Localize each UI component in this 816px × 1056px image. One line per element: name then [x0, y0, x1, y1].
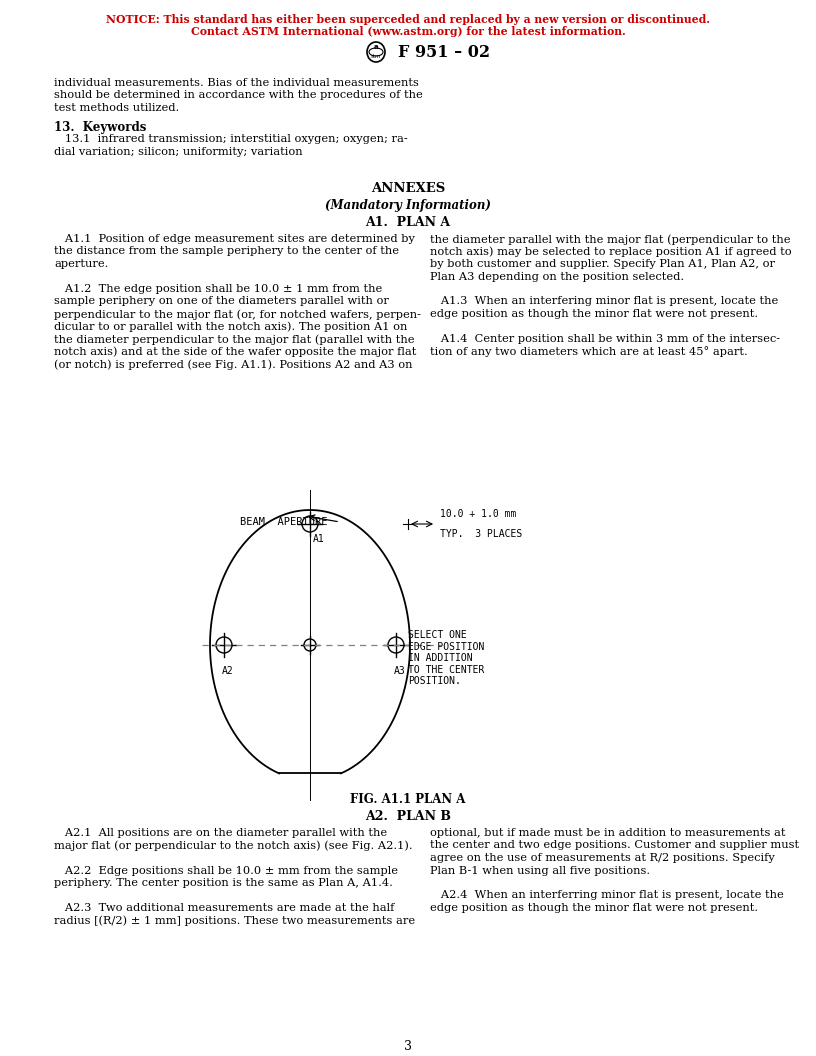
Text: major flat (or perpendicular to the notch axis) (see Fig. A2.1).: major flat (or perpendicular to the notc… [54, 841, 413, 851]
Text: edge position as though the minor flat were not present.: edge position as though the minor flat w… [430, 903, 758, 913]
Text: A2: A2 [222, 666, 233, 676]
Text: ANNEXES: ANNEXES [371, 182, 445, 195]
Text: F 951 – 02: F 951 – 02 [398, 44, 490, 61]
Text: A2.  PLAN B: A2. PLAN B [365, 810, 451, 823]
Text: NOTICE: This standard has either been superceded and replaced by a new version o: NOTICE: This standard has either been su… [106, 14, 710, 25]
Text: tion of any two diameters which are at least 45° apart.: tion of any two diameters which are at l… [430, 346, 747, 357]
Text: 13.1  infrared transmission; interstitial oxygen; oxygen; ra-: 13.1 infrared transmission; interstitial… [54, 134, 408, 145]
Text: A2.3  Two additional measurements are made at the half: A2.3 Two additional measurements are mad… [54, 903, 394, 913]
Text: aperture.: aperture. [54, 259, 109, 269]
Text: periphery. The center position is the same as Plan A, A1.4.: periphery. The center position is the sa… [54, 878, 392, 888]
Text: individual measurements. Bias of the individual measurements: individual measurements. Bias of the ind… [54, 78, 419, 88]
Text: optional, but if made must be in addition to measurements at: optional, but if made must be in additio… [430, 828, 786, 838]
Text: agree on the use of measurements at R/2 positions. Specify: agree on the use of measurements at R/2 … [430, 853, 774, 863]
Text: SELECT ONE
EDGE POSITION
IN ADDITION
TO THE CENTER
POSITION.: SELECT ONE EDGE POSITION IN ADDITION TO … [408, 630, 485, 686]
Text: dial variation; silicon; uniformity; variation: dial variation; silicon; uniformity; var… [54, 147, 303, 157]
Text: Plan B-1 when using all five positions.: Plan B-1 when using all five positions. [430, 866, 650, 875]
Text: stm: stm [370, 55, 381, 59]
Text: TYP.  3 PLACES: TYP. 3 PLACES [440, 529, 522, 539]
Text: a: a [374, 44, 379, 50]
Text: A2.1  All positions are on the diameter parallel with the: A2.1 All positions are on the diameter p… [54, 828, 387, 838]
Text: dicular to or parallel with the notch axis). The position A1 on: dicular to or parallel with the notch ax… [54, 321, 407, 332]
Text: (or notch) is preferred (see Fig. A1.1). Positions A2 and A3 on: (or notch) is preferred (see Fig. A1.1).… [54, 359, 413, 370]
Text: A1.  PLAN A: A1. PLAN A [366, 216, 450, 229]
Text: A1.1  Position of edge measurement sites are determined by: A1.1 Position of edge measurement sites … [54, 234, 415, 244]
Text: A2.4  When an interferring minor flat is present, locate the: A2.4 When an interferring minor flat is … [430, 890, 783, 901]
Text: by both customer and supplier. Specify Plan A1, Plan A2, or: by both customer and supplier. Specify P… [430, 259, 775, 269]
Text: 3: 3 [404, 1040, 412, 1053]
Text: Contact ASTM International (www.astm.org) for the latest information.: Contact ASTM International (www.astm.org… [191, 26, 625, 37]
Text: edge position as though the minor flat were not present.: edge position as though the minor flat w… [430, 309, 758, 319]
Text: FIG. A1.1 PLAN A: FIG. A1.1 PLAN A [350, 793, 466, 806]
Text: BEAM  APERTURE: BEAM APERTURE [240, 517, 327, 527]
Text: Plan A3 depending on the position selected.: Plan A3 depending on the position select… [430, 271, 684, 282]
Text: A1: A1 [313, 534, 325, 544]
Text: 13.  Keywords: 13. Keywords [54, 120, 146, 133]
Text: radius [(R/2) ± 1 mm] positions. These two measurements are: radius [(R/2) ± 1 mm] positions. These t… [54, 916, 415, 926]
Text: A2.2  Edge positions shall be 10.0 ± mm from the sample: A2.2 Edge positions shall be 10.0 ± mm f… [54, 866, 398, 875]
Text: should be determined in accordance with the procedures of the: should be determined in accordance with … [54, 91, 423, 100]
Text: (Mandatory Information): (Mandatory Information) [325, 199, 491, 212]
Text: A1.3  When an interfering minor flat is present, locate the: A1.3 When an interfering minor flat is p… [430, 297, 778, 306]
Text: the center and two edge positions. Customer and supplier must: the center and two edge positions. Custo… [430, 841, 799, 850]
Text: 10.0 + 1.0 mm: 10.0 + 1.0 mm [440, 509, 517, 518]
Text: perpendicular to the major flat (or, for notched wafers, perpen-: perpendicular to the major flat (or, for… [54, 309, 421, 320]
Text: A3: A3 [394, 666, 406, 676]
Text: A1.4  Center position shall be within 3 mm of the intersec-: A1.4 Center position shall be within 3 m… [430, 334, 780, 344]
Text: the distance from the sample periphery to the center of the: the distance from the sample periphery t… [54, 246, 399, 257]
Text: A1.2  The edge position shall be 10.0 ± 1 mm from the: A1.2 The edge position shall be 10.0 ± 1… [54, 284, 382, 294]
Text: test methods utilized.: test methods utilized. [54, 103, 180, 113]
Text: the diameter perpendicular to the major flat (parallel with the: the diameter perpendicular to the major … [54, 334, 415, 344]
Text: notch axis) and at the side of the wafer opposite the major flat: notch axis) and at the side of the wafer… [54, 346, 416, 357]
Text: notch axis) may be selected to replace position A1 if agreed to: notch axis) may be selected to replace p… [430, 246, 792, 257]
Text: sample periphery on one of the diameters parallel with or: sample periphery on one of the diameters… [54, 297, 389, 306]
Text: the diameter parallel with the major flat (perpendicular to the: the diameter parallel with the major fla… [430, 234, 791, 245]
